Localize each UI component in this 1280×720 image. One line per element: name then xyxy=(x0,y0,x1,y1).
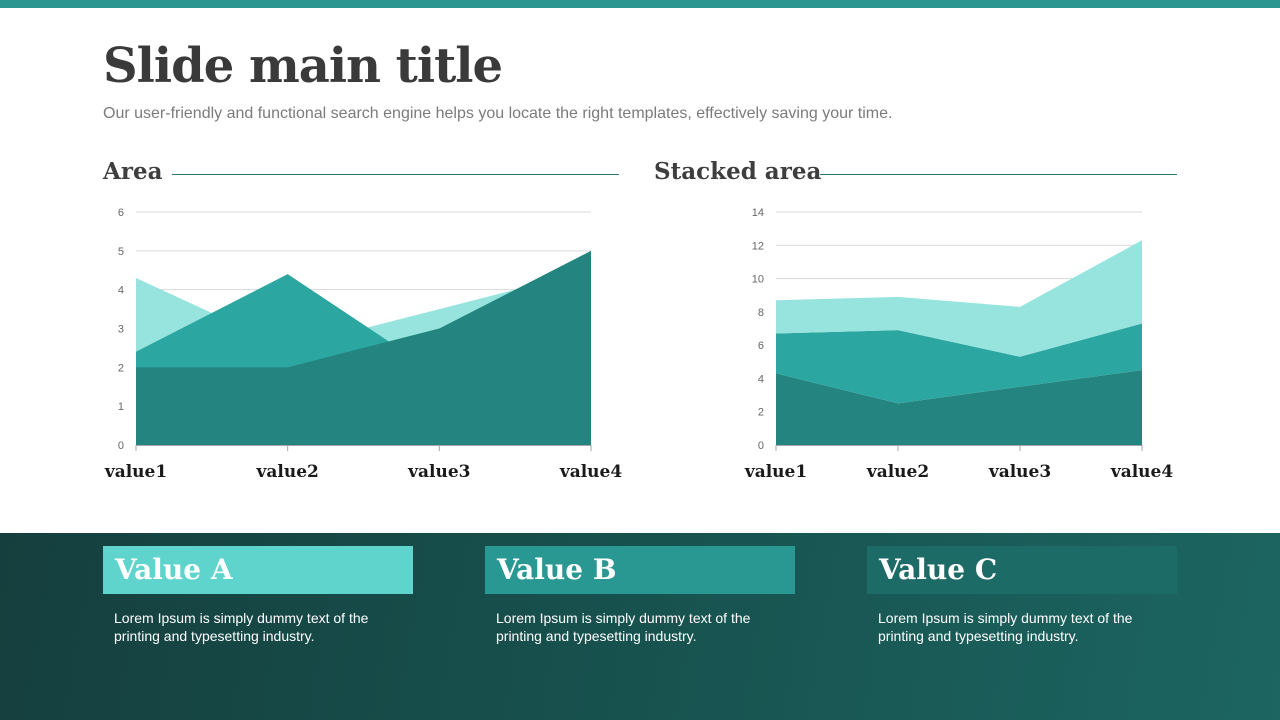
bottom-panel: Value A Lorem Ipsum is simply dummy text… xyxy=(0,533,1280,720)
area-chart: 0 1 2 3 4 5 6 value1 value2 value3 value4 xyxy=(104,207,623,482)
chart2-x-tick-label: value2 xyxy=(866,462,929,482)
area-chart-title-rule xyxy=(172,174,619,175)
value-c-text-line2: printing and typesetting industry. xyxy=(878,628,1079,644)
value-a-text: Lorem Ipsum is simply dummy text of the … xyxy=(114,609,404,645)
slide-subtitle: Our user-friendly and functional search … xyxy=(103,105,893,122)
chart2-y-tick-label: 10 xyxy=(752,274,764,286)
chart1-x-tick-label: value3 xyxy=(407,462,470,482)
value-b-text-line1: Lorem Ipsum is simply dummy text of the xyxy=(496,610,751,626)
chart1-x-tick-label: value2 xyxy=(255,462,318,482)
chart2-x-tick-label: value3 xyxy=(988,462,1051,482)
chart2-series-2-area xyxy=(776,323,1142,404)
chart2-y-tick-label: 0 xyxy=(758,440,764,452)
chart2-series-3-area xyxy=(776,240,1142,357)
chart1-y-tick-label: 4 xyxy=(118,285,124,297)
chart1-y-tick-label: 1 xyxy=(118,401,124,413)
value-c-text: Lorem Ipsum is simply dummy text of the … xyxy=(878,609,1168,645)
chart2-y-tick-label: 14 xyxy=(752,207,764,219)
chart2-y-tick-label: 12 xyxy=(752,240,764,252)
value-a-text-line2: printing and typesetting industry. xyxy=(114,628,315,644)
stacked-area-chart-title-rule xyxy=(820,174,1177,175)
chart2-x-tick-label: value4 xyxy=(1110,462,1174,482)
chart1-y-tick-label: 0 xyxy=(118,440,124,452)
chart2-y-tick-label: 4 xyxy=(758,373,764,385)
chart1-x-tick-label: value4 xyxy=(559,462,623,482)
value-c-text-line1: Lorem Ipsum is simply dummy text of the xyxy=(878,610,1133,626)
chart1-y-tick-label: 3 xyxy=(118,324,124,336)
value-b-text-line2: printing and typesetting industry. xyxy=(496,628,697,644)
value-c-header: Value C xyxy=(867,546,1177,594)
value-b-text: Lorem Ipsum is simply dummy text of the … xyxy=(496,609,786,645)
chart1-y-tick-label: 5 xyxy=(118,246,124,258)
chart2-x-tick-label: value1 xyxy=(744,462,807,482)
chart2-y-tick-label: 8 xyxy=(758,307,764,319)
chart2-series-1-area xyxy=(776,370,1142,445)
chart1-x-tick-label: value1 xyxy=(104,462,167,482)
chart1-y-tick-label: 6 xyxy=(118,207,124,219)
chart1-series-3-area xyxy=(136,250,591,445)
value-b-header: Value B xyxy=(485,546,795,594)
stacked-area-chart-title: Stacked area xyxy=(654,158,822,185)
area-chart-title: Area xyxy=(103,158,163,185)
chart2-y-tick-label: 6 xyxy=(758,340,764,352)
slide-title: Slide main title xyxy=(103,38,503,94)
chart2-y-tick-label: 2 xyxy=(758,407,764,419)
chart1-y-tick-label: 2 xyxy=(118,362,124,374)
value-a-header: Value A xyxy=(103,546,413,594)
stacked-area-chart: 0 2 4 6 8 10 12 14 value1 value2 value3 value4 xyxy=(744,207,1174,482)
top-accent-bar xyxy=(0,0,1280,8)
value-a-text-line1: Lorem Ipsum is simply dummy text of the xyxy=(114,610,369,626)
